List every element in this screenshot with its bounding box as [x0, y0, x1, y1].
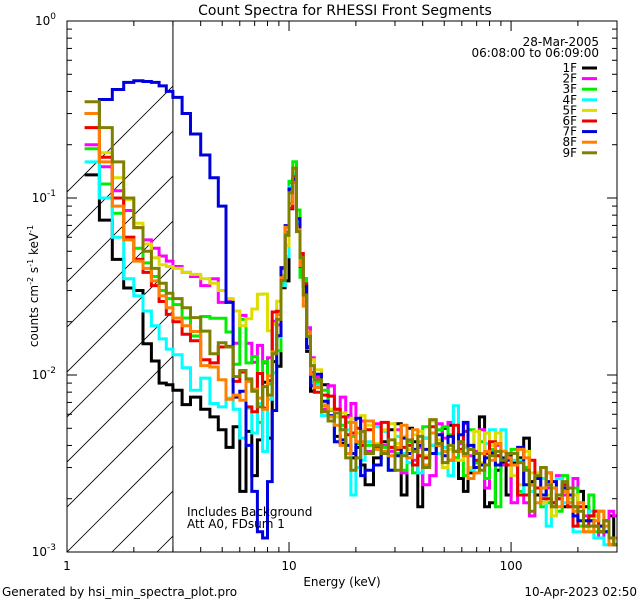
- legend-label-8F: 8F: [562, 135, 577, 149]
- y-tick-labels: 100 10-1 10-2 10-3: [32, 12, 57, 559]
- x-axis-label: Energy (keV): [303, 575, 380, 589]
- annotation-background: Includes Background: [187, 505, 312, 519]
- y-tick-label: 100: [35, 12, 56, 28]
- footer-timestamp: 10-Apr-2023 02:50: [524, 585, 637, 599]
- axis-ticks: [66, 21, 618, 553]
- y-tick-label: 10-1: [32, 189, 56, 205]
- annotation-attenuator: Att A0, FDsum 1: [187, 517, 285, 531]
- legend-label-1F: 1F: [562, 61, 577, 75]
- legend-label-2F: 2F: [562, 72, 577, 86]
- y-axis-label: counts cm-2 s-1 keV-1: [26, 225, 41, 347]
- date-label: 28-Mar-2005: [523, 35, 599, 49]
- legend-label-5F: 5F: [562, 103, 577, 117]
- legend-label-9F: 9F: [562, 146, 577, 160]
- y-tick-label: 10-2: [32, 366, 56, 382]
- plot-frame: [66, 20, 618, 553]
- series-group: [84, 79, 617, 547]
- y-tick-label: 10-3: [32, 543, 56, 559]
- x-tick-labels: 1 10 100: [63, 559, 522, 573]
- legend-label-4F: 4F: [562, 93, 577, 107]
- legend-label-6F: 6F: [562, 114, 577, 128]
- series-line-8F: [84, 112, 617, 547]
- legend-label-7F: 7F: [562, 125, 577, 139]
- chart-title: Count Spectra for RHESSI Front Segments: [198, 3, 492, 19]
- x-tick-label: 100: [500, 559, 523, 573]
- time-range-label: 06:08:00 to 06:09:00: [472, 46, 599, 60]
- footer-generated-by: Generated by hsi_min_spectra_plot.pro: [2, 585, 237, 599]
- x-tick-label: 10: [281, 559, 296, 573]
- x-tick-label: 1: [63, 559, 71, 573]
- series-line-9F: [84, 100, 617, 547]
- legend-label-3F: 3F: [562, 82, 577, 96]
